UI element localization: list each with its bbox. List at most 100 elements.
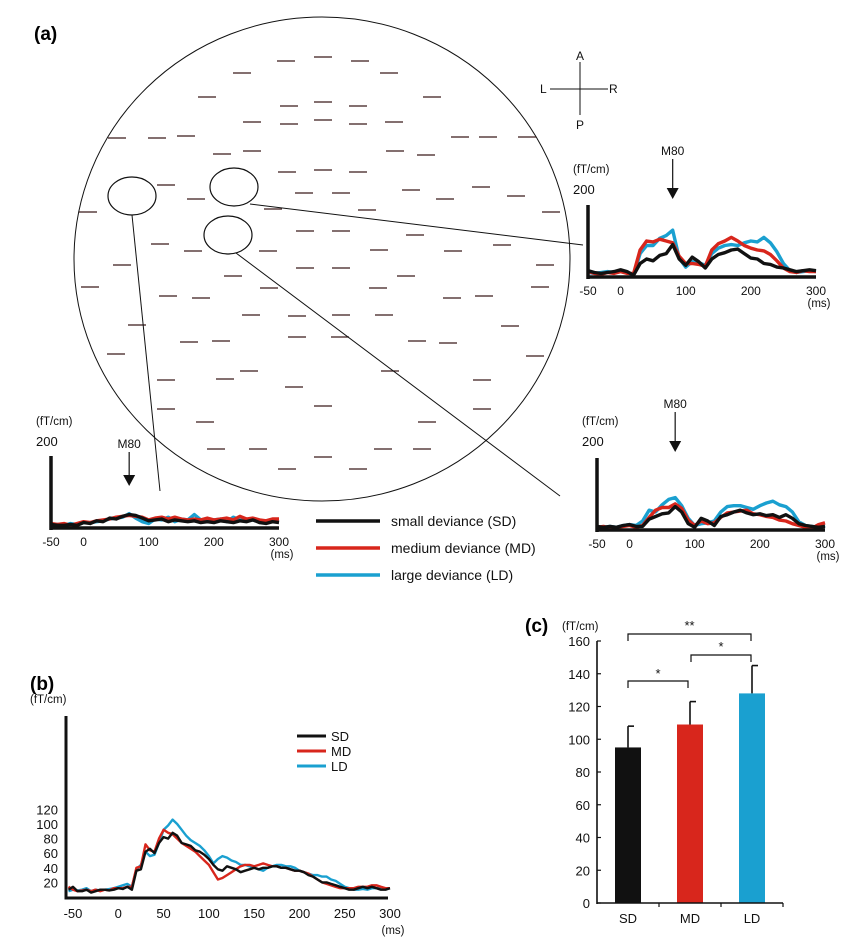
series-sd-line xyxy=(587,242,817,277)
bar-sd xyxy=(615,747,641,903)
orientation-left: L xyxy=(540,82,547,96)
panel-b-label: (b) xyxy=(30,674,54,695)
x-tick-label: 0 xyxy=(617,284,624,298)
legend-label-ld: LD xyxy=(331,759,348,774)
legend-label-md: MD xyxy=(331,744,351,759)
y-unit-label: (fT/cm) xyxy=(36,416,73,428)
orientation-anterior: A xyxy=(576,49,584,63)
x-unit-label: (ms) xyxy=(817,551,840,563)
y-tick-label: 60 xyxy=(44,846,58,861)
connector-line-top xyxy=(249,203,584,246)
x-tick-label: 100 xyxy=(685,537,705,551)
y-tick-label: 0 xyxy=(583,896,590,911)
y-tick-label: 100 xyxy=(568,732,590,747)
sensor-array xyxy=(79,56,560,470)
significance-bracket xyxy=(627,633,752,641)
y-tick-label: 200 xyxy=(573,182,595,197)
highlight-sensor-left xyxy=(107,176,157,216)
m80-arrow-head xyxy=(666,188,679,199)
y-tick-label: 200 xyxy=(36,434,58,449)
legend-label-md: medium deviance (MD) xyxy=(391,540,536,556)
y-tick-label: 40 xyxy=(576,831,590,846)
series-sd-line xyxy=(50,512,280,527)
x-tick-label: SD xyxy=(619,911,637,926)
x-tick-label: 200 xyxy=(204,535,224,549)
m80-annotation-label: M80 xyxy=(663,397,687,411)
x-tick-label: 100 xyxy=(676,284,696,298)
y-unit-label: (fT/cm) xyxy=(30,694,67,706)
connector-line-middle xyxy=(235,252,561,497)
waveform-plot-right-top: (fT/cm) 200 -50 0 100 200 300(ms) M80 xyxy=(573,144,831,310)
x-tick-label: 200 xyxy=(289,906,311,921)
x-tick-label: 200 xyxy=(750,537,770,551)
x-tick-label: 50 xyxy=(156,906,170,921)
x-unit-label: (ms) xyxy=(808,298,831,310)
series-sd-line xyxy=(596,504,826,529)
orientation-right: R xyxy=(609,82,618,96)
x-tick-label: 0 xyxy=(80,535,87,549)
waveform-plot-right-bottom: (fT/cm) 200 -50 0 100 200 300(ms) M80 xyxy=(582,397,840,563)
connector-line-left xyxy=(131,214,161,492)
x-tick-label: 300 xyxy=(269,535,289,549)
x-tick-label: 200 xyxy=(741,284,761,298)
x-tick-label: -50 xyxy=(42,535,60,549)
x-tick-label: 100 xyxy=(139,535,159,549)
m80-arrow-head xyxy=(669,441,682,452)
y-tick-label: 140 xyxy=(568,667,590,682)
y-unit-label: (fT/cm) xyxy=(582,416,619,428)
waveform-plot-left-bottom: (fT/cm) 200 -50 0 100 200 300(ms) M80 xyxy=(36,416,294,561)
x-unit-label: (ms) xyxy=(271,549,294,561)
x-tick-label: 0 xyxy=(115,906,122,921)
bar-md xyxy=(677,724,703,903)
legend-label-sd: SD xyxy=(331,729,349,744)
x-tick-label: MD xyxy=(680,911,700,926)
significance-marker: ** xyxy=(684,618,694,633)
highlight-sensor-middle xyxy=(203,215,253,255)
sensor-head-map xyxy=(73,16,584,502)
x-tick-label: 250 xyxy=(334,906,356,921)
panel-c-label: (c) xyxy=(525,616,548,637)
m80-arrow-head xyxy=(123,475,136,486)
y-tick-label: 20 xyxy=(44,875,58,890)
y-tick-label: 120 xyxy=(36,802,58,817)
m80-annotation-label: M80 xyxy=(661,144,685,158)
y-unit-label: (fT/cm) xyxy=(562,621,599,633)
y-tick-label: 40 xyxy=(44,861,58,876)
m80-annotation-label: M80 xyxy=(117,437,141,451)
y-tick-label: 80 xyxy=(576,765,590,780)
y-tick-label: 160 xyxy=(568,634,590,649)
y-tick-label: 100 xyxy=(36,817,58,832)
x-tick-label: 100 xyxy=(198,906,220,921)
legend-label-sd: small deviance (SD) xyxy=(391,513,516,529)
significance-marker: * xyxy=(655,666,660,681)
series-sd-line xyxy=(67,831,391,894)
y-unit-label: (fT/cm) xyxy=(573,164,610,176)
x-tick-label: 300 xyxy=(379,906,401,921)
y-tick-label: 60 xyxy=(576,798,590,813)
head-outline xyxy=(73,16,571,502)
significance-bracket xyxy=(627,680,689,688)
series-ld-line xyxy=(68,818,390,893)
significance-marker: * xyxy=(718,639,723,654)
y-tick-label: 80 xyxy=(44,832,58,847)
highlight-sensor-top xyxy=(209,167,259,207)
x-tick-label: -50 xyxy=(579,284,597,298)
y-tick-label: 200 xyxy=(582,434,604,449)
panel-a-label: (a) xyxy=(34,24,57,45)
x-tick-label: 0 xyxy=(626,537,633,551)
x-tick-label: 300 xyxy=(806,284,826,298)
orientation-cross: A P L R xyxy=(540,49,618,132)
significance-bracket xyxy=(690,654,752,662)
x-unit-label: (ms) xyxy=(382,925,405,937)
y-tick-label: 20 xyxy=(576,863,590,878)
x-tick-label: 150 xyxy=(243,906,265,921)
legend-a: small deviance (SD) medium deviance (MD) l… xyxy=(316,513,536,583)
x-tick-label: LD xyxy=(744,911,761,926)
x-tick-label: -50 xyxy=(588,537,606,551)
y-tick-label: 120 xyxy=(568,700,590,715)
series-md-line xyxy=(67,828,390,893)
orientation-posterior: P xyxy=(576,118,584,132)
